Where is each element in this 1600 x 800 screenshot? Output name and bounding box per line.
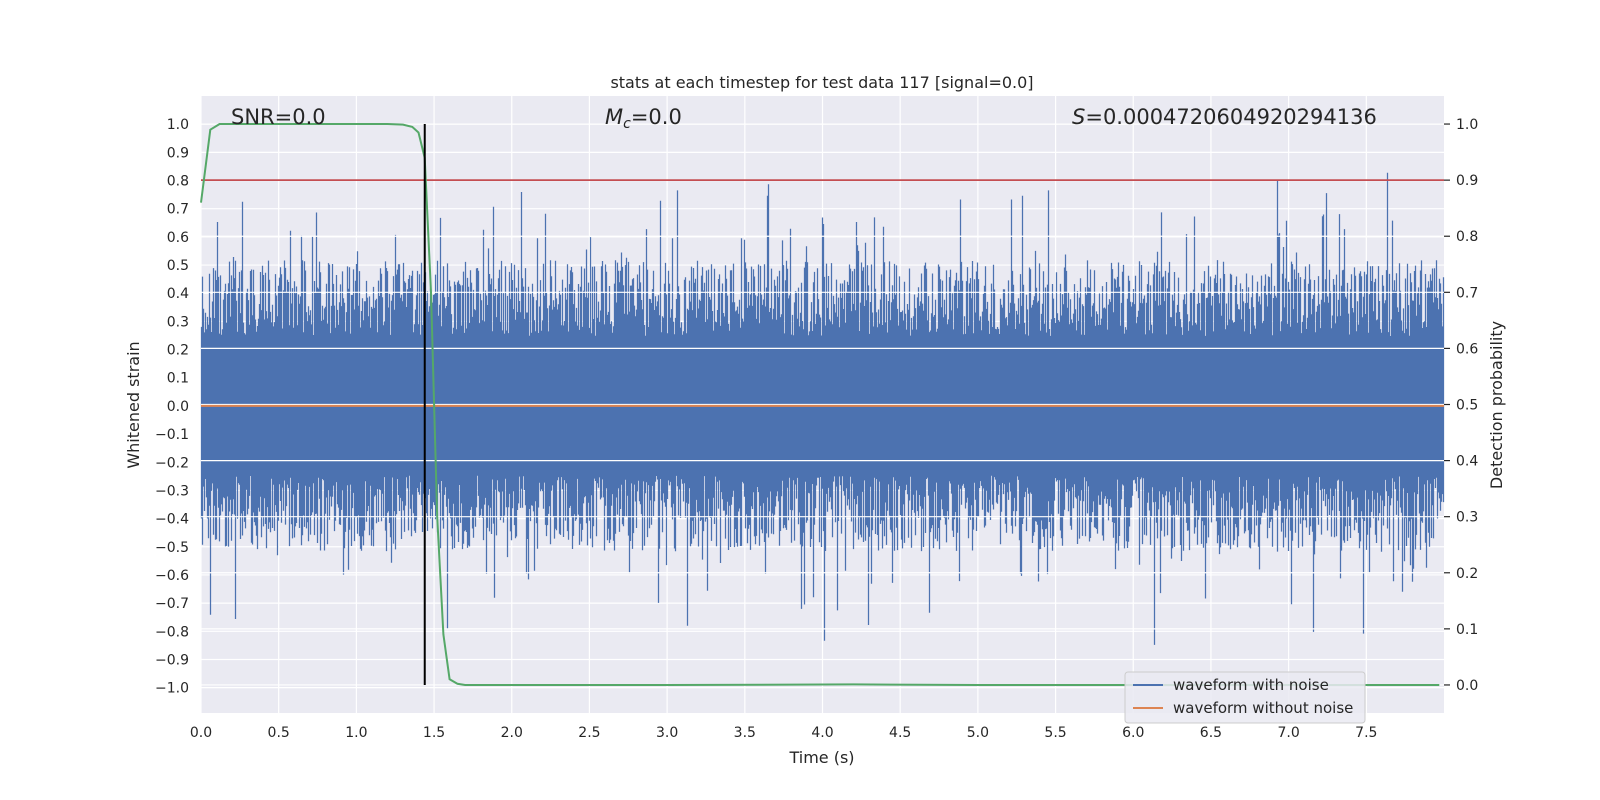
- y-tick-label: 0.3: [167, 314, 189, 330]
- x-tick-label: 0.5: [268, 725, 290, 741]
- y-tick-label: 1.0: [167, 117, 189, 133]
- y2-tick-label: 0.5: [1456, 398, 1478, 414]
- x-tick-label: 2.0: [501, 725, 523, 741]
- legend-label-clean: waveform without noise: [1173, 699, 1353, 717]
- x-tick-labels: 0.0 0.5 1.0 1.5 2.0 2.5 3.0 3.5 4.0 4.5 5.0 5.5 6.0 6…: [190, 725, 1378, 741]
- x-tick-label: 5.0: [967, 725, 989, 741]
- y-tick-label: −0.6: [155, 568, 189, 584]
- x-tick-label: 1.5: [423, 725, 445, 741]
- x-tick-label: 2.5: [578, 725, 600, 741]
- x-tick-label: 3.5: [734, 725, 756, 741]
- y2-tick-label: 0.7: [1456, 285, 1478, 301]
- x-tick-label: 0.0: [190, 725, 212, 741]
- x-axis-label: Time (s): [788, 748, 854, 767]
- y-tick-label: 0.2: [167, 343, 189, 359]
- y-tick-label: −0.5: [155, 540, 189, 556]
- y-tick-label: −0.4: [155, 512, 189, 528]
- x-tick-label: 4.0: [811, 725, 833, 741]
- snr-annotation: SNR=0.0: [231, 105, 326, 129]
- x-tick-label: 1.0: [345, 725, 367, 741]
- y2-axis-label: Detection probability: [1487, 321, 1506, 489]
- legend-label-noise: waveform with noise: [1173, 676, 1329, 694]
- y-axis-label: Whitened strain: [124, 341, 143, 468]
- s-statistic-symbol: S: [1072, 105, 1085, 129]
- y2-tick-label: 0.3: [1456, 510, 1478, 526]
- y-tick-label: 0.8: [167, 174, 189, 190]
- x-tick-label: 7.5: [1355, 725, 1377, 741]
- y2-tick-label: 0.4: [1456, 454, 1478, 470]
- y2-tick-label: 0.6: [1456, 341, 1478, 357]
- y-tick-label: −0.9: [155, 652, 189, 668]
- s-statistic-value: =0.0004720604920294136: [1085, 105, 1377, 129]
- detection-probability-line: [200, 123, 1440, 686]
- y2-tick-label: 0.8: [1456, 229, 1478, 245]
- y2-tick-label: 0.9: [1456, 173, 1478, 189]
- legend: waveform with noise waveform without noi…: [1124, 671, 1366, 724]
- y2-tick-labels: 0.0 0.1 0.2 0.3 0.4 0.5 0.6 0.7 0.8 0.9 1.0: [1444, 117, 1478, 694]
- y2-tick-label: 1.0: [1456, 117, 1478, 133]
- y-tick-label: 0.0: [167, 399, 189, 415]
- y-tick-label: 0.6: [167, 230, 189, 246]
- y-tick-label: −0.8: [155, 624, 189, 640]
- y-tick-label: −1.0: [155, 681, 189, 697]
- chirp-mass-symbol: M: [605, 105, 623, 129]
- legend-box: [1124, 671, 1366, 724]
- y-tick-label: 0.1: [167, 371, 189, 387]
- y-tick-label: 0.9: [167, 145, 189, 161]
- x-tick-label: 4.5: [889, 725, 911, 741]
- y-tick-label: −0.7: [155, 596, 189, 612]
- y-tick-label: 0.7: [167, 202, 189, 218]
- y-tick-label: 0.4: [167, 286, 189, 302]
- noise-waveform-trace: [200, 172, 1445, 645]
- x-tick-label: 6.5: [1200, 725, 1222, 741]
- chirp-mass-subscript: c: [623, 116, 631, 132]
- y-tick-label: −0.3: [155, 483, 189, 499]
- y-tick-labels: −1.0 −0.9 −0.8 −0.7 −0.6 −0.5 −0.4 −0.3 −0.2 −0.1…: [155, 117, 189, 696]
- y-tick-label: −0.2: [155, 455, 189, 471]
- s-statistic-annotation: S=0.0004720604920294136: [1072, 105, 1377, 129]
- x-tick-label: 7.0: [1277, 725, 1299, 741]
- y2-tick-label: 0.2: [1456, 566, 1478, 582]
- waveform-with-noise-series: [200, 172, 1445, 645]
- chart-title: stats at each timestep for test data 117…: [610, 73, 1033, 92]
- y-tick-label: 0.5: [167, 258, 189, 274]
- chirp-mass-annotation: Mc=0.0: [605, 105, 682, 132]
- y2-tick-label: 0.0: [1456, 678, 1478, 694]
- x-tick-label: 5.5: [1044, 725, 1066, 741]
- y2-tick-label: 0.1: [1456, 622, 1478, 638]
- chirp-mass-value: =0.0: [631, 105, 682, 129]
- x-tick-label: 6.0: [1122, 725, 1144, 741]
- x-tick-label: 3.0: [656, 725, 678, 741]
- y-tick-label: −0.1: [155, 427, 189, 443]
